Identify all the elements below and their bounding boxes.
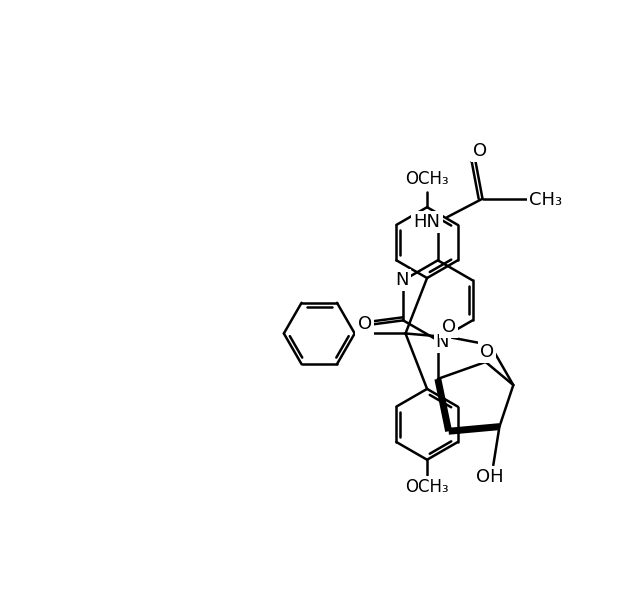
Text: OH: OH bbox=[477, 468, 504, 486]
Text: O: O bbox=[473, 142, 488, 160]
Text: OCH₃: OCH₃ bbox=[405, 170, 449, 188]
Text: CH₃: CH₃ bbox=[529, 192, 562, 209]
Text: HN: HN bbox=[413, 213, 440, 231]
Text: O: O bbox=[480, 343, 494, 361]
Text: O: O bbox=[357, 315, 372, 333]
Text: O: O bbox=[442, 318, 456, 336]
Text: N: N bbox=[436, 333, 450, 351]
Text: OCH₃: OCH₃ bbox=[405, 478, 449, 497]
Text: N: N bbox=[395, 271, 409, 289]
